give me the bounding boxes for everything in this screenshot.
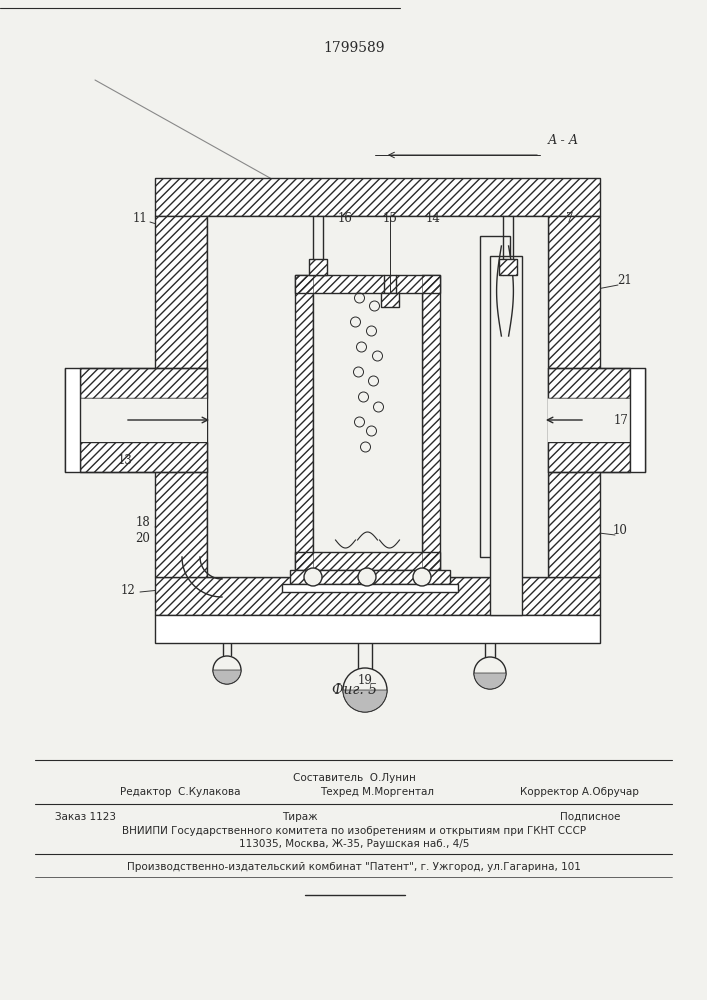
Bar	[295, 275, 440, 293]
Bar	[295, 552, 440, 570]
Bar	[548, 216, 600, 577]
Text: Заказ 1123: Заказ 1123	[55, 812, 116, 822]
Bar	[80, 368, 207, 398]
Text: Фиг. 5: Фиг. 5	[332, 683, 377, 697]
Bar	[155, 216, 207, 577]
Bar	[548, 368, 630, 398]
Circle shape	[358, 568, 376, 586]
Bar	[295, 275, 440, 293]
Bar	[65, 368, 80, 472]
Bar	[155, 178, 600, 216]
Bar	[381, 293, 399, 307]
Circle shape	[413, 568, 431, 586]
Bar	[295, 275, 313, 570]
Bar	[422, 275, 440, 570]
Bar	[480, 236, 510, 557]
Bar	[422, 275, 440, 570]
Text: 11: 11	[133, 212, 147, 225]
Bar	[290, 570, 450, 584]
Text: 10: 10	[612, 524, 627, 536]
Bar	[499, 259, 517, 275]
Wedge shape	[213, 670, 241, 684]
Text: 15: 15	[382, 212, 397, 225]
Bar	[548, 368, 630, 398]
Bar	[309, 259, 327, 275]
Text: Производственно-издательский комбинат "Патент", г. Ужгород, ул.Гагарина, 101: Производственно-издательский комбинат "П…	[127, 862, 581, 872]
Text: 17: 17	[614, 414, 629, 426]
Text: А - А: А - А	[548, 134, 579, 147]
Circle shape	[474, 657, 506, 689]
Circle shape	[343, 668, 387, 712]
Bar	[548, 442, 630, 472]
Bar	[295, 552, 440, 570]
Bar	[207, 216, 548, 577]
Bar	[381, 293, 399, 307]
Circle shape	[304, 568, 322, 586]
Bar	[548, 442, 630, 472]
Text: 14: 14	[426, 212, 440, 225]
Text: 12: 12	[121, 584, 135, 596]
Bar	[80, 442, 207, 472]
Bar	[80, 398, 207, 442]
Bar	[155, 615, 600, 643]
Text: 16: 16	[337, 212, 352, 225]
Text: 21: 21	[618, 273, 632, 286]
Text: Редактор  С.Кулакова: Редактор С.Кулакова	[120, 787, 240, 797]
Text: 113035, Москва, Ж-35, Раушская наб., 4/5: 113035, Москва, Ж-35, Раушская наб., 4/5	[239, 839, 469, 849]
Text: 18: 18	[136, 516, 151, 530]
Text: Тираж: Тираж	[282, 812, 318, 822]
Bar	[295, 275, 313, 570]
Text: 13: 13	[117, 454, 132, 466]
Text: Составитель  О.Лунин: Составитель О.Лунин	[293, 773, 416, 783]
Bar	[630, 368, 645, 472]
Text: 20: 20	[136, 532, 151, 544]
Bar	[80, 368, 207, 398]
Text: Подписное: Подписное	[560, 812, 620, 822]
Text: Техред М.Моргентал: Техред М.Моргентал	[320, 787, 434, 797]
Bar	[80, 442, 207, 472]
Bar	[155, 216, 207, 577]
Bar	[548, 216, 600, 577]
Bar	[490, 256, 522, 615]
Text: 19: 19	[358, 674, 373, 686]
Circle shape	[213, 656, 241, 684]
Bar	[309, 259, 327, 275]
Bar	[282, 584, 458, 592]
Text: 7: 7	[566, 212, 574, 225]
Bar	[155, 577, 600, 615]
Bar	[499, 259, 517, 275]
Bar	[548, 398, 630, 442]
Bar	[290, 570, 450, 584]
Wedge shape	[343, 690, 387, 712]
Bar	[155, 178, 600, 216]
Text: 1799589: 1799589	[323, 41, 385, 55]
Wedge shape	[474, 673, 506, 689]
Bar	[155, 577, 600, 615]
Text: ВНИИПИ Государственного комитета по изобретениям и открытиям при ГКНТ СССР: ВНИИПИ Государственного комитета по изоб…	[122, 826, 586, 836]
Bar	[313, 275, 422, 570]
Text: Корректор А.Обручар: Корректор А.Обручар	[520, 787, 639, 797]
